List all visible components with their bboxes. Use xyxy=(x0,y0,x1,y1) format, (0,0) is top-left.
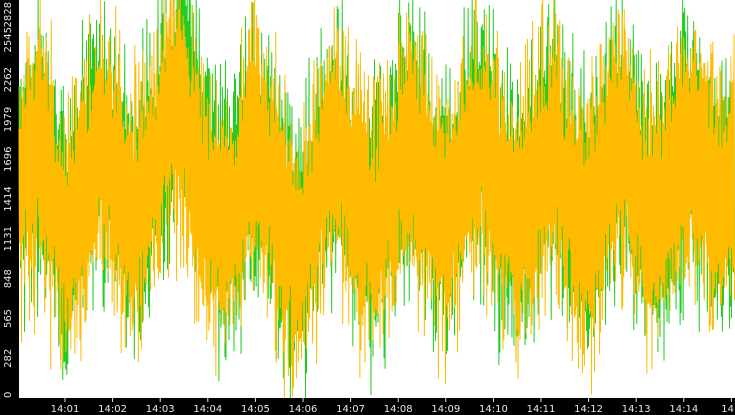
y-tick-label: 1131 xyxy=(3,226,14,251)
x-tick-label: 14:05 xyxy=(241,404,270,415)
y-tick-label: 2828 xyxy=(3,2,14,27)
x-tick-label: 14:06 xyxy=(289,404,318,415)
x-tick-label: 14:04 xyxy=(193,404,222,415)
y-tick-label: 2262 xyxy=(3,67,14,92)
x-tick-label: 14 xyxy=(721,404,734,415)
x-tick-label: 14:02 xyxy=(98,404,127,415)
y-tick-label: 1979 xyxy=(3,107,14,132)
x-tick-label: 14:07 xyxy=(336,404,365,415)
x-tick-label: 14:11 xyxy=(527,404,556,415)
x-tick-label: 14:12 xyxy=(574,404,603,415)
x-axis: 14:01 14:02 14:03 14:04 14:05 14:06 14:07 14:08… xyxy=(51,398,734,415)
x-tick-label: 14:13 xyxy=(622,404,651,415)
y-tick-label: 282 xyxy=(3,349,14,368)
x-tick-label: 14:10 xyxy=(479,404,508,415)
x-tick-label: 14:03 xyxy=(146,404,175,415)
y-tick-label: 1414 xyxy=(3,186,14,211)
x-tick-label: 14:01 xyxy=(51,404,80,415)
x-tick-label: 14:09 xyxy=(431,404,460,415)
y-tick-label: 2545 xyxy=(3,27,14,52)
x-tick-label: 14:14 xyxy=(669,404,698,415)
y-tick-label: 565 xyxy=(3,309,14,328)
x-tick-label: 14:08 xyxy=(384,404,413,415)
series-layer xyxy=(18,0,735,399)
y-tick-label: 848 xyxy=(3,269,14,288)
y-tick-label: 0 xyxy=(3,392,14,398)
y-tick-label: 1696 xyxy=(3,147,14,172)
series-2-line xyxy=(18,0,735,399)
